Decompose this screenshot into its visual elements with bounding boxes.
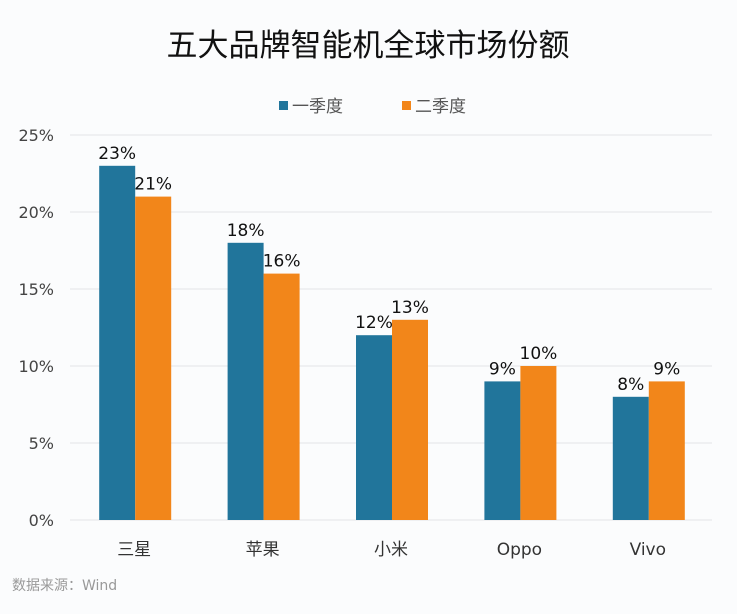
- bar-三星-二季度: [135, 196, 172, 520]
- data-label: 16%: [263, 252, 301, 272]
- bar-苹果-二季度: [263, 273, 300, 520]
- bar-Oppo-二季度: [520, 366, 557, 520]
- bar-三星-一季度: [99, 165, 136, 521]
- chart-title: 五大品牌智能机全球市场份额: [167, 28, 570, 64]
- data-label: 13%: [391, 298, 429, 318]
- legend-swatch-q2: [402, 101, 411, 110]
- y-tick-label: 20%: [18, 203, 54, 222]
- data-label: 10%: [520, 344, 558, 364]
- bar-小米-二季度: [392, 319, 428, 520]
- x-tick-label: 小米: [374, 540, 408, 560]
- data-label: 8%: [617, 375, 644, 395]
- data-label: 18%: [227, 221, 265, 241]
- data-label: 21%: [134, 175, 172, 195]
- source-note: 数据来源：Wind: [12, 578, 117, 594]
- legend: 一季度 二季度: [279, 97, 466, 117]
- y-tick-label: 0%: [29, 511, 54, 530]
- bar-小米-一季度: [356, 335, 392, 520]
- y-tick-label: 10%: [18, 357, 54, 376]
- x-tick-label: 苹果: [246, 540, 280, 560]
- x-tick-label: Oppo: [497, 540, 542, 560]
- legend-label-q2: 二季度: [415, 97, 466, 117]
- y-tick-label: 25%: [18, 126, 54, 145]
- data-label: 9%: [489, 359, 516, 379]
- y-tick-label: 5%: [29, 434, 54, 453]
- x-tick-label: Vivo: [630, 540, 666, 560]
- data-label: 9%: [653, 359, 680, 379]
- bar-Vivo-一季度: [612, 396, 649, 520]
- y-tick-label: 15%: [18, 280, 54, 299]
- bar-Vivo-二季度: [648, 381, 685, 520]
- data-label: 23%: [98, 144, 136, 164]
- legend-swatch-q1: [279, 101, 288, 110]
- legend-label-q1: 一季度: [292, 97, 343, 117]
- bar-Oppo-一季度: [484, 381, 521, 520]
- x-tick-label: 三星: [117, 540, 151, 560]
- data-label: 12%: [355, 313, 393, 333]
- bar-苹果-一季度: [227, 242, 264, 521]
